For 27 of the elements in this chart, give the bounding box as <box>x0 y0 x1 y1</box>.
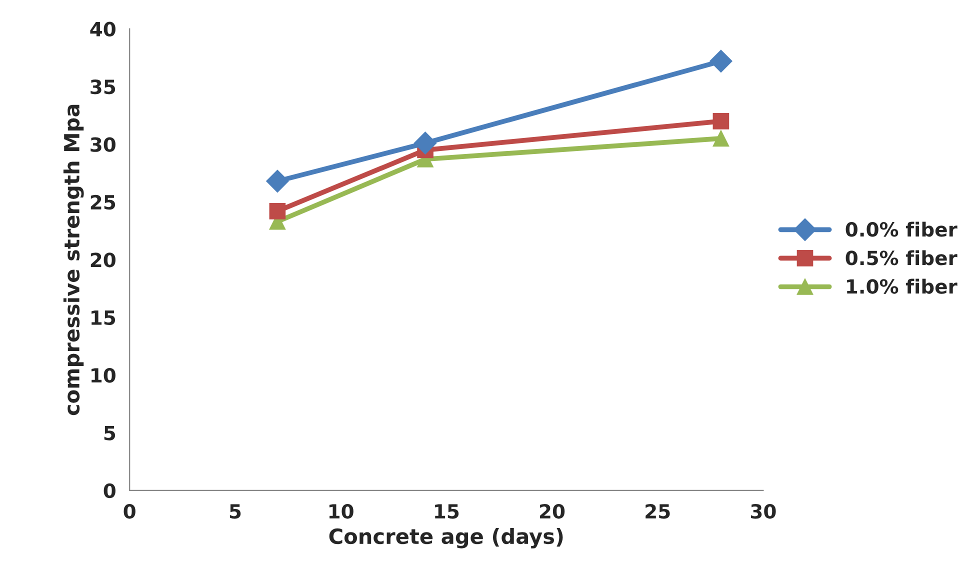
y-tick-label: 20 <box>90 252 116 268</box>
y-tick-label: 25 <box>90 194 116 210</box>
point <box>710 50 732 72</box>
y-tick-label: 0 <box>104 483 116 498</box>
point <box>712 113 730 130</box>
x-tick-label: 0 <box>124 504 136 519</box>
point <box>414 132 437 154</box>
y-tick-label: 30 <box>90 137 116 152</box>
legend-label: 0.0% fiber <box>846 222 958 237</box>
x-axis-title: Concrete age (days) <box>329 528 563 548</box>
y-tick-label: 35 <box>90 80 116 94</box>
x-tick-label: 25 <box>646 504 670 519</box>
y-axis-title: compressive strength Mpa <box>63 104 84 416</box>
x-tick-label: 30 <box>750 504 776 519</box>
point <box>266 170 289 192</box>
y-tick-label: 40 <box>90 22 116 37</box>
y-tick-label: 15 <box>92 310 116 326</box>
x-tick-label: 15 <box>435 504 459 519</box>
y-tick-label: 5 <box>104 426 116 440</box>
legend-label: 1.0% fiber <box>847 278 958 294</box>
legend-label: 0.5% fiber <box>846 250 958 266</box>
x-tick-label: 20 <box>540 504 565 519</box>
x-tick-label: 10 <box>329 504 354 519</box>
point <box>712 130 730 147</box>
x-tick-label: 5 <box>230 504 241 519</box>
point <box>269 203 286 220</box>
y-tick-label: 10 <box>92 368 116 383</box>
